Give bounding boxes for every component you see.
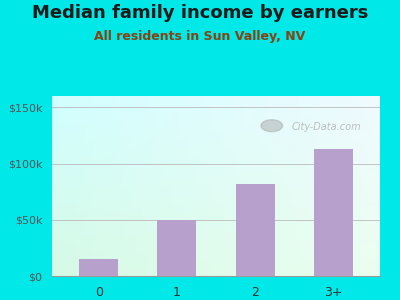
Bar xyxy=(236,184,274,276)
Text: All residents in Sun Valley, NV: All residents in Sun Valley, NV xyxy=(94,30,306,43)
Circle shape xyxy=(261,120,282,132)
Text: City-Data.com: City-Data.com xyxy=(292,122,361,132)
Bar xyxy=(79,259,118,276)
Text: Median family income by earners: Median family income by earners xyxy=(32,4,368,22)
Bar xyxy=(314,149,353,276)
Bar xyxy=(158,220,196,276)
